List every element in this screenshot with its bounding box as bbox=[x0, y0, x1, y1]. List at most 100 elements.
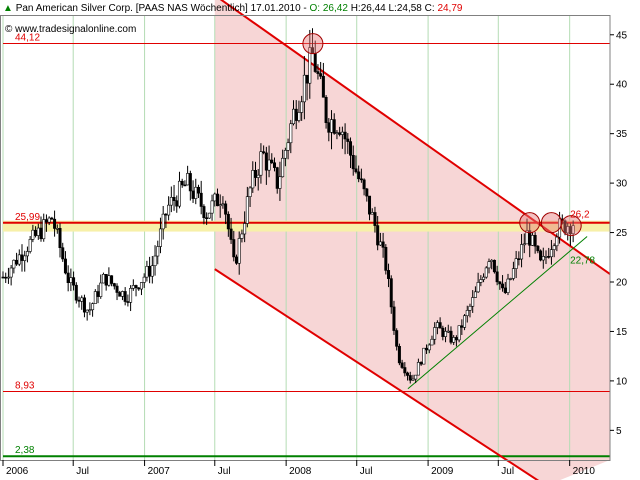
highlight-circle bbox=[540, 212, 562, 234]
candles-layer bbox=[1, 28, 575, 384]
channel-fill-layer bbox=[214, 0, 610, 480]
candle-body bbox=[210, 200, 214, 214]
candle-body bbox=[460, 325, 464, 328]
candle-body bbox=[514, 258, 518, 269]
candle-body bbox=[427, 344, 431, 351]
candle-body bbox=[72, 277, 76, 286]
candle-body bbox=[74, 284, 78, 301]
candle-body bbox=[77, 299, 81, 302]
candle-body bbox=[80, 297, 84, 302]
candle-body bbox=[1, 276, 5, 279]
candle-body bbox=[566, 226, 570, 234]
x-tick-label: 2010 bbox=[573, 466, 596, 477]
candle-body bbox=[237, 238, 241, 264]
candle-body bbox=[289, 123, 293, 144]
price-annotation: 26,2 bbox=[570, 210, 590, 221]
candle-body bbox=[568, 226, 572, 235]
candle-body bbox=[82, 297, 86, 313]
candle-body bbox=[416, 362, 420, 376]
y-tick-label: 20 bbox=[616, 278, 628, 289]
y-tick-label: 10 bbox=[616, 376, 628, 387]
candle-body bbox=[552, 245, 556, 250]
candle-body bbox=[571, 225, 575, 235]
header-close-value: 24,79 bbox=[437, 3, 462, 14]
candle-body bbox=[194, 186, 198, 199]
candle-body bbox=[454, 337, 458, 341]
up-arrow-icon: ▲ bbox=[3, 3, 13, 14]
candle-body bbox=[357, 171, 361, 180]
candle-body bbox=[547, 256, 551, 258]
candle-body bbox=[25, 251, 29, 257]
candle-body bbox=[305, 74, 309, 84]
candle-body bbox=[221, 203, 225, 206]
candle-body bbox=[536, 245, 540, 252]
candle-body bbox=[134, 285, 138, 289]
candle-body bbox=[270, 159, 274, 164]
channel-fill bbox=[214, 0, 610, 480]
candle-body bbox=[408, 375, 412, 381]
candle-body bbox=[528, 230, 532, 246]
candle-body bbox=[327, 122, 331, 133]
candle-body bbox=[501, 283, 505, 289]
candle-body bbox=[449, 330, 453, 343]
candle-body bbox=[376, 225, 380, 246]
candle-body bbox=[186, 173, 190, 186]
candle-body bbox=[476, 282, 480, 293]
candle-body bbox=[351, 154, 355, 170]
candle-body bbox=[240, 233, 244, 239]
candle-body bbox=[490, 259, 494, 262]
candle-body bbox=[387, 270, 391, 279]
candle-body bbox=[525, 230, 529, 245]
candle-body bbox=[465, 310, 469, 317]
candle-body bbox=[120, 291, 124, 297]
highlight-circle bbox=[302, 33, 324, 55]
candle-body bbox=[395, 330, 399, 347]
candle-body bbox=[36, 227, 40, 236]
x-tick-label: Jul bbox=[360, 466, 373, 477]
candle-body bbox=[53, 218, 57, 229]
candle-body bbox=[4, 276, 8, 279]
candle-body bbox=[34, 229, 38, 236]
candle-body bbox=[555, 236, 559, 247]
candle-body bbox=[245, 196, 249, 224]
candle-body bbox=[15, 259, 19, 265]
annotation-layer: 26,2 22,78 bbox=[570, 210, 595, 267]
candle-body bbox=[115, 285, 119, 293]
candle-body bbox=[264, 152, 268, 171]
candle-body bbox=[313, 53, 317, 72]
candle-body bbox=[389, 278, 393, 308]
level-lines-layer: 44,12 25,99 8,93 2,38 bbox=[3, 32, 610, 458]
channel-lines-layer bbox=[214, 0, 611, 480]
candle-body bbox=[150, 265, 154, 277]
candle-body bbox=[267, 159, 271, 171]
candle-body bbox=[275, 167, 279, 189]
y-tick-label: 15 bbox=[616, 327, 628, 338]
horizontal-level-label: 8,93 bbox=[15, 380, 35, 391]
candle-body bbox=[88, 309, 92, 312]
x-tick-label: 2008 bbox=[289, 466, 312, 477]
candle-body bbox=[259, 151, 263, 176]
x-tick-label: Jul bbox=[218, 466, 231, 477]
candle-body bbox=[308, 47, 312, 84]
candle-body bbox=[253, 170, 257, 178]
candle-body bbox=[175, 200, 179, 207]
candle-body bbox=[129, 287, 133, 303]
candle-body bbox=[199, 192, 203, 207]
candle-body bbox=[169, 197, 173, 206]
candle-body bbox=[66, 272, 70, 283]
candle-body bbox=[226, 213, 230, 230]
candle-body bbox=[118, 292, 122, 297]
candle-body bbox=[23, 255, 27, 261]
plot-border bbox=[0, 15, 611, 461]
candle-body bbox=[110, 275, 114, 284]
candle-body bbox=[101, 273, 105, 284]
candle-body bbox=[511, 268, 515, 279]
candle-body bbox=[229, 228, 233, 240]
candle-body bbox=[517, 258, 521, 260]
candle-body bbox=[392, 306, 396, 331]
candle-body bbox=[215, 193, 219, 207]
candle-body bbox=[297, 112, 301, 121]
candle-body bbox=[123, 291, 127, 302]
header-legend-line: ▲ Pan American Silver Corp. [PAAS NAS Wö… bbox=[3, 3, 463, 14]
candle-body bbox=[153, 255, 157, 267]
